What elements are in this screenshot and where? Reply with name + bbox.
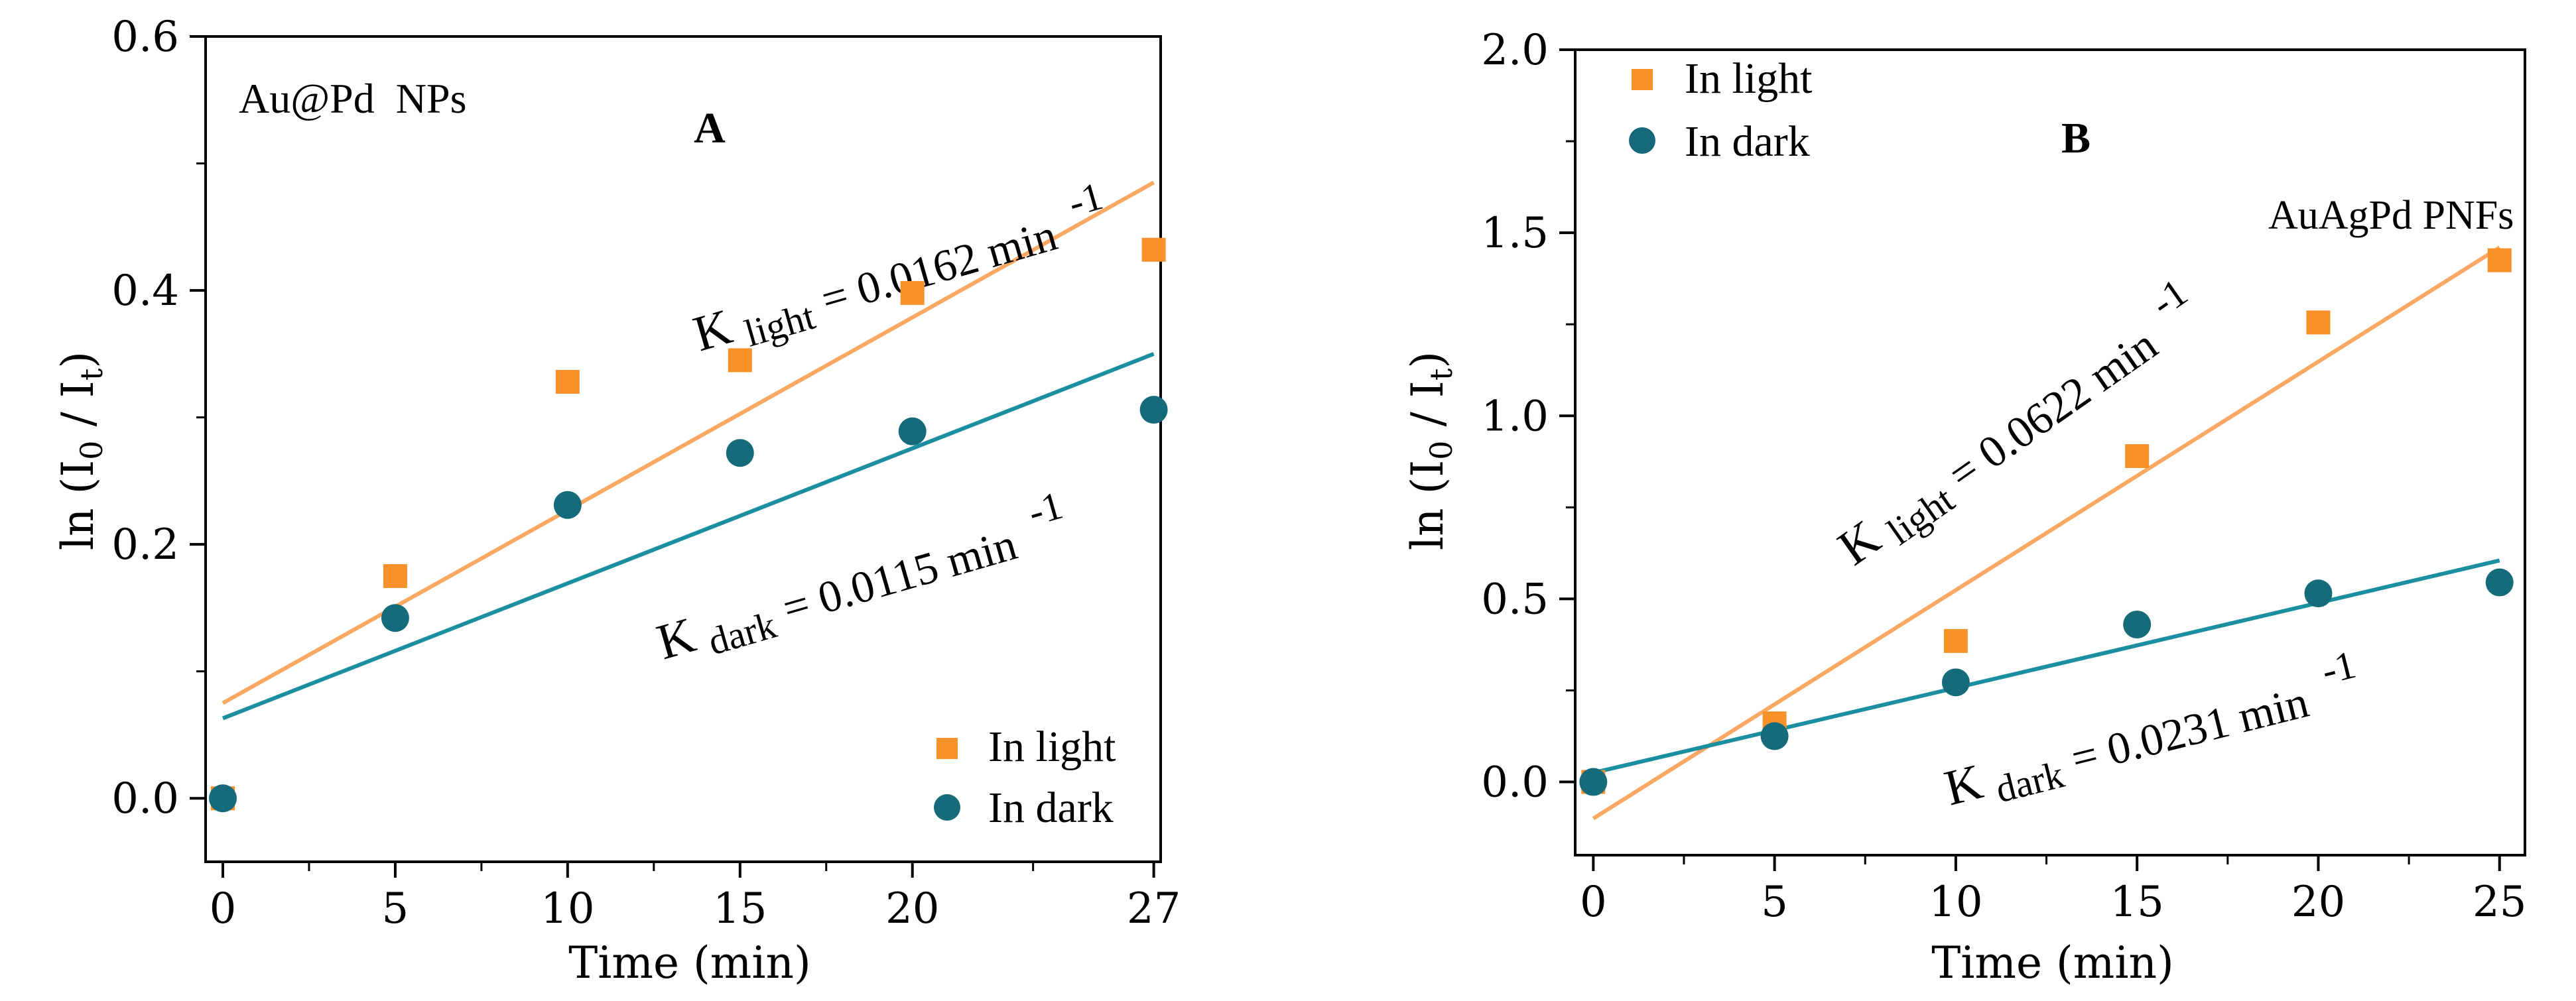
chart-marks: 0 5 10 15 20 27 0.0 0.2 0.4 0.6 0 5 10 15 20 25 0.0 0.5 1.… (111, 13, 2526, 933)
data-point-dark-b (2485, 568, 2514, 597)
data-point-dark-b (2123, 611, 2152, 639)
data-point-light-a (1141, 237, 1166, 262)
data-point-dark-b (1579, 768, 1608, 796)
data-point-light-a (555, 369, 580, 394)
y-tick-label-b: 1.5 (1481, 209, 1549, 258)
data-point-light-a (728, 348, 752, 373)
legend-label-dark-a: In dark (988, 784, 1114, 832)
legend-marker-light-a (936, 738, 958, 759)
panel-a: ln (I0 / It) Time (min) Au@Pd NPs A K li… (52, 35, 1162, 988)
panel-letter-a: A (694, 104, 726, 152)
x-tick-label-a: 15 (713, 884, 767, 933)
data-point-light-b (1943, 628, 1968, 653)
data-point-dark-a (898, 417, 927, 445)
x-tick-label-b: 0 (1580, 878, 1607, 927)
x-axis-label-a: Time (min) (568, 937, 810, 988)
x-tick-label-b: 20 (2291, 878, 2345, 927)
legend-marker-dark-b (1629, 127, 1655, 154)
plot-frame-b (1574, 48, 2526, 856)
x-tick-label-b: 5 (1761, 878, 1788, 927)
data-point-dark-b (2304, 579, 2333, 608)
data-point-light-b (2306, 310, 2331, 335)
x-tick-label-a: 10 (541, 884, 594, 933)
fit-line-light-a (222, 180, 1155, 705)
sample-label-b: AuAgPd PNFs (2268, 193, 2514, 238)
fit-lines-a (222, 180, 1155, 721)
fit-line-dark-b (1592, 558, 2500, 775)
y-tick-label-a: 0.4 (111, 266, 179, 316)
y-tick-label-a: 0.6 (111, 13, 179, 62)
fit-line-light-b (1592, 245, 2501, 821)
legend-marker-dark-a (934, 794, 960, 821)
y-tick-label-a: 0.0 (111, 774, 179, 823)
data-point-light-b (2125, 444, 2150, 469)
data-point-light-b (2487, 248, 2512, 272)
y-tick-label-b: 1.0 (1481, 392, 1549, 441)
data-point-dark-b (1760, 722, 1789, 750)
x-axis-label-b: Time (min) (1931, 937, 2173, 988)
data-point-dark-a (1139, 396, 1168, 424)
data-point-light-a (900, 280, 925, 305)
legend-a: In light In dark (934, 723, 1116, 832)
data-point-dark-a (553, 491, 582, 519)
x-tick-label-b: 25 (2473, 878, 2526, 927)
y-tick-label-b: 0.0 (1481, 758, 1549, 807)
fit-label-dark-a: K dark = 0.0115 min -1 (646, 483, 1078, 679)
data-point-dark-b (1941, 668, 1970, 697)
x-tick-label-a: 5 (382, 884, 409, 933)
fit-label-light-a: K light = 0.0162 min -1 (682, 174, 1118, 371)
data-point-dark-a (208, 784, 237, 813)
legend-label-dark-b: In dark (1685, 117, 1810, 166)
panel-letter-b: B (2061, 114, 2091, 162)
x-tick-label-b: 15 (2110, 878, 2163, 927)
y-tick-label-b: 0.5 (1481, 575, 1549, 624)
y-tick-label-a: 0.2 (111, 520, 179, 569)
fit-label-dark-b: K dark = 0.0231 min -1 (1935, 642, 2370, 825)
x-tick-label-b: 10 (1929, 878, 1982, 927)
sample-label-a: Au@Pd NPs (239, 75, 466, 122)
fit-label-light-b: K light = 0.0622 min -1 (1819, 270, 2217, 584)
y-tick-label-b: 2.0 (1481, 26, 1549, 75)
x-tick-label-a: 0 (210, 884, 237, 933)
y-axis-label-b: ln (I0 / It) (1402, 351, 1459, 550)
x-tick-label-a: 27 (1127, 884, 1181, 933)
fit-lines-b (1592, 245, 2501, 821)
legend-label-light-a: In light (988, 723, 1116, 771)
legend-label-light-b: In light (1685, 54, 1813, 103)
fit-line-dark-a (222, 352, 1155, 721)
legend-b: In light In dark (1629, 54, 1813, 166)
plot-frame-a (204, 35, 1162, 863)
y-axis-label-a: ln (I0 / It) (52, 351, 109, 550)
data-point-dark-a (381, 604, 409, 632)
legend-marker-light-b (1632, 69, 1653, 90)
panel-b: ln (I0 / It) Time (min) B AuAgPd PNFs K … (1402, 48, 2526, 988)
data-point-light-a (383, 564, 407, 589)
x-tick-label-a: 20 (885, 884, 939, 933)
data-point-dark-a (726, 439, 754, 467)
